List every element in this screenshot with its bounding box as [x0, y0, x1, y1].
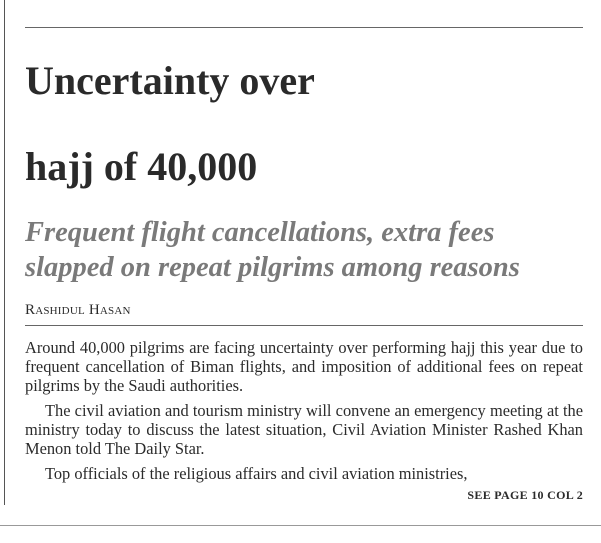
- column-rule: [4, 0, 5, 505]
- headline: Uncertainty over hajj of 40,000: [25, 38, 595, 210]
- headline-line: hajj of 40,000: [25, 144, 258, 189]
- bottom-rule: [0, 525, 601, 526]
- top-rule: [25, 27, 583, 28]
- headline-line: Uncertainty over: [25, 58, 315, 103]
- byline: Rashidul Hasan: [25, 302, 131, 318]
- article-body: Around 40,000 pilgrims are facing uncert…: [25, 338, 583, 483]
- paragraph: The civil aviation and tourism ministry …: [25, 401, 583, 458]
- byline-rule: [25, 325, 583, 326]
- paragraph: Top officials of the religious affairs a…: [45, 464, 468, 483]
- subhead: Frequent flight cancellations, extra fee…: [25, 217, 520, 283]
- paragraph: Around 40,000 pilgrims are facing uncert…: [25, 338, 583, 395]
- jump-line: SEE PAGE 10 COL 2: [467, 488, 583, 502]
